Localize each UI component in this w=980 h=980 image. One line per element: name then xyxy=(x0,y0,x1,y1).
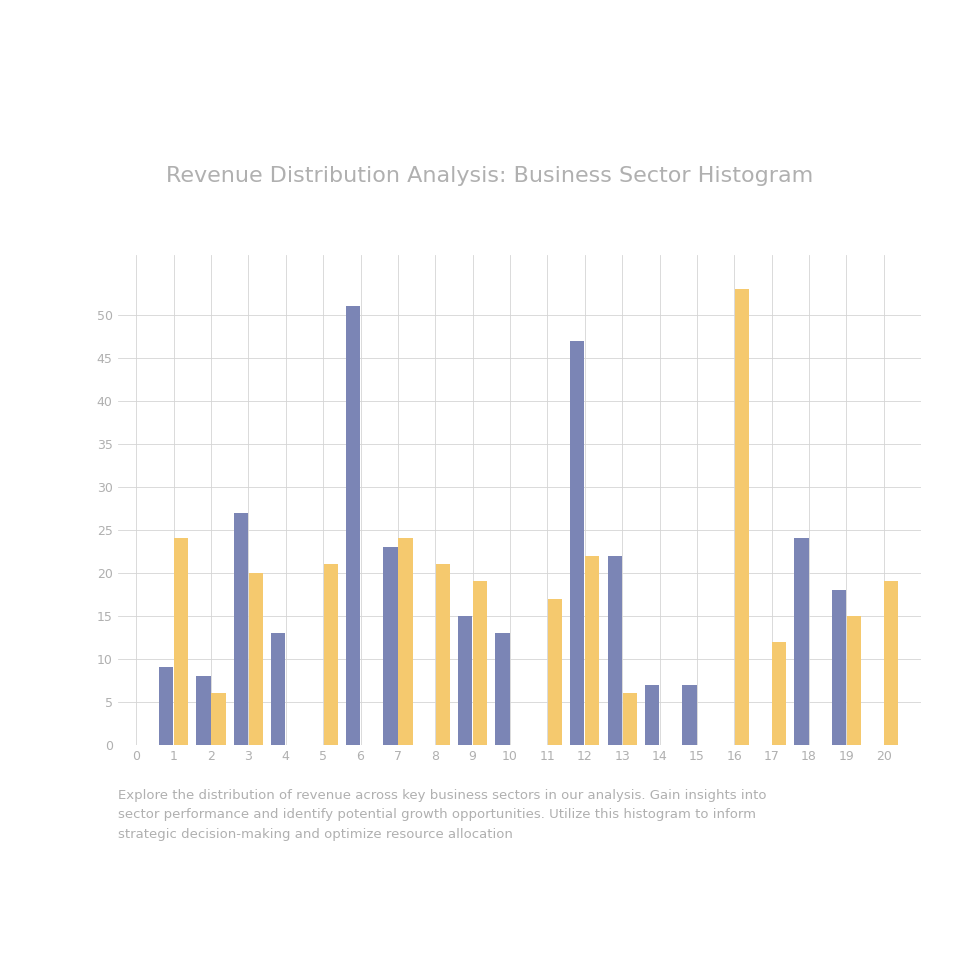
Bar xyxy=(832,590,846,745)
Bar xyxy=(398,538,413,745)
Bar xyxy=(234,513,248,745)
Bar xyxy=(174,538,188,745)
Bar xyxy=(645,685,660,745)
Bar xyxy=(473,581,487,745)
Bar xyxy=(346,307,361,745)
Bar xyxy=(271,633,285,745)
Bar xyxy=(212,693,225,745)
Bar xyxy=(585,556,600,745)
Bar xyxy=(458,615,472,745)
Bar xyxy=(196,676,211,745)
Bar xyxy=(570,341,584,745)
Bar xyxy=(496,633,510,745)
Bar xyxy=(249,573,263,745)
Text: Explore the distribution of revenue across key business sectors in our analysis.: Explore the distribution of revenue acro… xyxy=(118,789,766,841)
Bar xyxy=(159,667,173,745)
Bar xyxy=(383,547,398,745)
Text: Revenue Distribution Analysis: Business Sector Histogram: Revenue Distribution Analysis: Business … xyxy=(167,167,813,186)
Bar xyxy=(622,693,637,745)
Bar xyxy=(608,556,622,745)
Bar xyxy=(682,685,697,745)
Bar xyxy=(436,564,450,745)
Bar xyxy=(735,289,749,745)
Bar xyxy=(548,599,562,745)
Bar xyxy=(772,642,786,745)
Bar xyxy=(795,538,808,745)
Bar xyxy=(847,615,861,745)
Bar xyxy=(323,564,338,745)
Bar xyxy=(884,581,899,745)
